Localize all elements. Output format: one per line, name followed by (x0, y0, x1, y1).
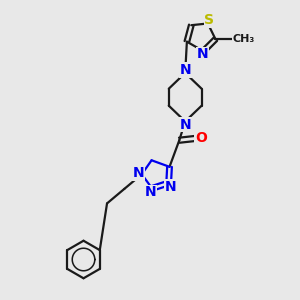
Text: CH₃: CH₃ (233, 34, 255, 44)
Text: N: N (179, 63, 191, 77)
Text: O: O (195, 131, 207, 145)
Text: N: N (197, 47, 208, 61)
Text: S: S (204, 13, 214, 27)
Text: N: N (164, 180, 176, 194)
Text: N: N (133, 167, 145, 181)
Text: N: N (179, 118, 191, 132)
Text: N: N (145, 185, 156, 199)
